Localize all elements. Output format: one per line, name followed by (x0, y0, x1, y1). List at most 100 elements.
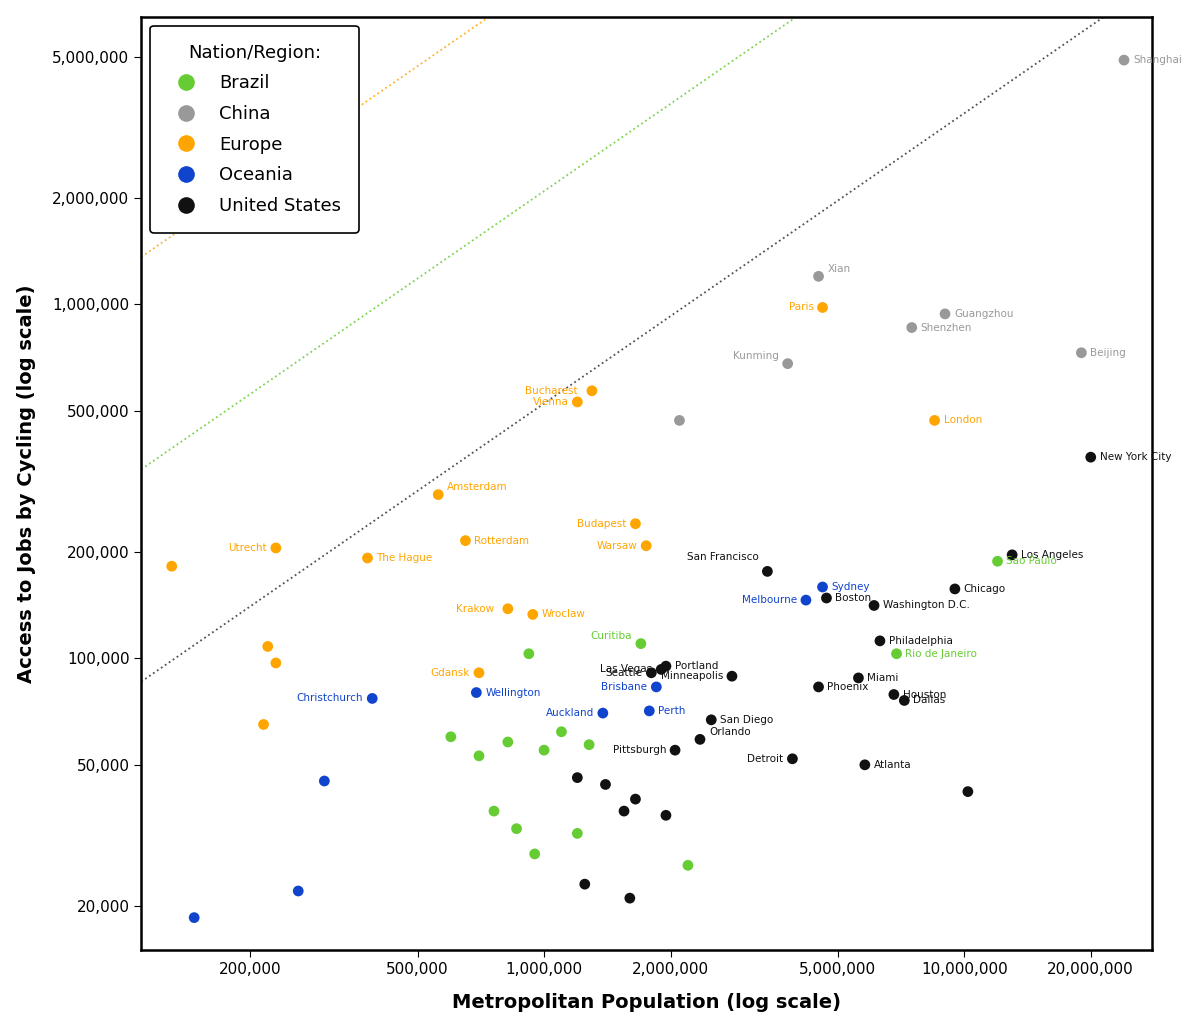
Point (534, 742, 553, 758)
Y-axis label: Access to Jobs by Cycling (log scale): Access to Jobs by Cycling (log scale) (17, 284, 36, 682)
Text: Budapest: Budapest (577, 519, 626, 529)
Text: Christchurch: Christchurch (296, 694, 364, 704)
Point (614, 803, 634, 819)
Point (428, 487, 448, 503)
Text: Warsaw: Warsaw (596, 540, 637, 551)
Point (314, 773, 334, 789)
United States (1081, 449, 1100, 465)
Text: San Francisco: San Francisco (686, 552, 758, 562)
Point (626, 791, 646, 808)
Point (185, 910, 204, 926)
Europe (812, 299, 832, 316)
Point (469, 748, 488, 765)
Point (289, 883, 308, 899)
Text: Vienna: Vienna (533, 397, 569, 406)
Text: Melbourne: Melbourne (742, 595, 797, 605)
Point (467, 684, 486, 701)
Point (506, 820, 526, 837)
Text: Los Angeles: Los Angeles (1021, 549, 1084, 560)
Point (498, 734, 517, 750)
Point (1072, 345, 1091, 361)
Point (902, 319, 922, 335)
Point (442, 729, 461, 745)
Point (887, 645, 906, 662)
Point (782, 750, 802, 767)
Text: Krakow: Krakow (456, 604, 494, 613)
Text: Wellington: Wellington (485, 687, 541, 698)
Point (778, 355, 797, 371)
Point (809, 679, 828, 696)
Point (670, 413, 689, 429)
Text: Utrecht: Utrecht (228, 543, 266, 553)
Point (678, 857, 697, 874)
Point (469, 665, 488, 681)
Legend: Brazil, China, Europe, Oceania, United States: Brazil, China, Europe, Oceania, United S… (150, 26, 359, 233)
Text: New York City: New York City (1099, 452, 1171, 462)
Brazil (988, 553, 1007, 569)
Text: Las Vegas: Las Vegas (600, 665, 653, 674)
Point (856, 756, 875, 773)
Text: Houston: Houston (902, 689, 946, 700)
Text: Kunming: Kunming (733, 351, 779, 361)
Text: Sao Paulo: Sao Paulo (1007, 557, 1057, 566)
Point (656, 658, 676, 674)
Point (498, 601, 517, 617)
Text: Dallas: Dallas (913, 696, 946, 706)
Text: Xian: Xian (828, 263, 851, 274)
Point (358, 549, 377, 566)
Text: Atlanta: Atlanta (874, 759, 911, 770)
Text: Amsterdam: Amsterdam (448, 483, 508, 492)
Point (722, 668, 742, 684)
Text: Beijing: Beijing (1091, 348, 1126, 358)
Text: The Hague: The Hague (377, 553, 433, 563)
Point (864, 597, 883, 613)
Point (266, 539, 286, 556)
Point (636, 537, 655, 554)
Point (593, 705, 612, 721)
Point (656, 807, 676, 823)
Point (552, 723, 571, 740)
Text: Phoenix: Phoenix (828, 682, 869, 691)
Text: Minneapolis: Minneapolis (661, 671, 724, 681)
Text: London: London (943, 416, 982, 425)
Point (690, 732, 709, 748)
Text: Chicago: Chicago (964, 583, 1006, 594)
Text: Portland: Portland (674, 662, 719, 671)
Text: Wroclaw: Wroclaw (541, 609, 586, 619)
Text: Sydney: Sydney (832, 582, 870, 592)
Point (884, 686, 904, 703)
Text: Philadelphia: Philadelphia (889, 636, 953, 646)
Text: Brisbane: Brisbane (601, 682, 648, 691)
Point (652, 662, 671, 678)
Point (266, 654, 286, 671)
Point (631, 635, 650, 651)
Point (959, 783, 978, 800)
Point (647, 679, 666, 696)
Point (809, 269, 828, 285)
Point (797, 592, 816, 608)
Point (925, 413, 944, 429)
Point (666, 742, 685, 758)
Point (817, 590, 836, 606)
Point (254, 716, 274, 733)
Point (848, 670, 868, 686)
Point (258, 638, 277, 654)
Oceania (812, 578, 832, 595)
Text: Orlando: Orlando (709, 726, 750, 737)
Point (702, 712, 721, 729)
Point (640, 703, 659, 719)
Point (362, 690, 382, 707)
Text: Shanghai: Shanghai (1133, 56, 1182, 65)
Text: Rotterdam: Rotterdam (474, 536, 529, 545)
Point (596, 776, 616, 792)
Point (568, 825, 587, 842)
Point (757, 563, 776, 579)
Point (626, 516, 646, 532)
China (1115, 51, 1134, 68)
Text: Boston: Boston (835, 593, 871, 603)
Text: Gdansk: Gdansk (431, 668, 470, 678)
Point (936, 306, 955, 322)
Text: Paris: Paris (788, 303, 814, 313)
Text: Perth: Perth (658, 706, 685, 716)
Point (485, 803, 504, 819)
